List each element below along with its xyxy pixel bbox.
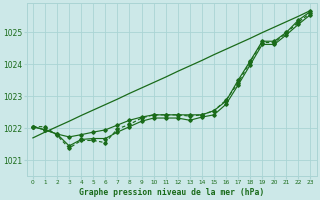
X-axis label: Graphe pression niveau de la mer (hPa): Graphe pression niveau de la mer (hPa) [79,188,264,197]
